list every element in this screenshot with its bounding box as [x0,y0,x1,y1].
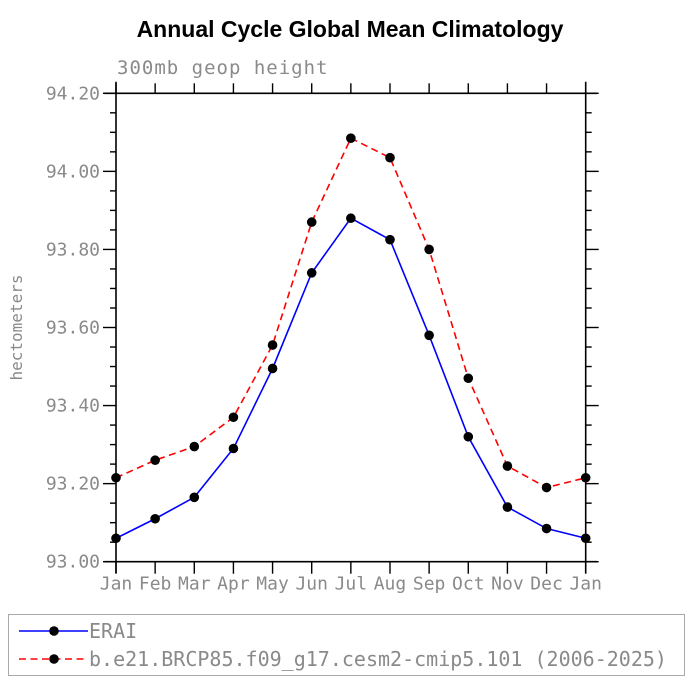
y-tick-label: 93.40 [46,396,100,417]
y-tick-label: 93.60 [46,318,100,339]
legend-line-sample-model [19,654,88,664]
y-tick-label: 93.00 [46,552,100,573]
legend-marker-icon [49,626,59,636]
data-point [346,213,356,224]
data-point [150,513,160,524]
data-point [111,472,121,483]
x-tick-label: Oct [452,574,485,595]
y-tick-label: 94.20 [46,83,100,104]
legend-marker-icon [49,654,59,664]
climatology-line-chart: Jan Feb Mar Apr May Jun Jul Aug Sep Oct Nov Dec Jan9… [7,81,602,595]
x-tick-label: Sep [413,574,446,595]
data-point [267,363,278,374]
x-tick-label: May [256,574,289,595]
data-point [580,533,591,544]
x-tick-label: Jan [569,574,602,595]
legend-line-sample-erai [19,626,88,636]
legend-item: b.e21.BRCP85.f09_g17.cesm2-cmip5.101 (20… [18,645,684,673]
series-line [115,137,586,489]
legend-label: b.e21.BRCP85.f09_g17.cesm2-cmip5.101 (20… [89,647,667,671]
data-point [306,268,317,278]
x-tick-label: Jul [335,574,368,595]
x-tick-label: Mar [178,574,211,595]
data-point [228,412,239,423]
y-tick-label: 93.20 [46,474,100,495]
legend: ERAI b.e21.BRCP85.f09_g17.cesm2-cmip5.10… [8,614,685,676]
data-point [267,340,278,350]
data-point [306,217,317,227]
x-tick-label: Aug [374,574,407,595]
data-point [189,441,200,452]
x-tick-label: Jan [100,574,133,595]
x-tick-label: Apr [217,574,250,595]
data-point [463,373,474,384]
data-point [150,455,160,466]
legend-label: ERAI [89,619,138,643]
data-point [346,133,356,143]
data-point [502,461,513,471]
chart-title: Annual Cycle Global Mean Climatology [136,16,564,42]
data-point [111,533,121,544]
data-point [228,443,239,454]
data-point [541,523,552,534]
data-point [189,492,200,503]
x-tick-label: Feb [139,574,172,595]
y-tick-label: 93.80 [46,239,100,260]
data-point [385,234,395,245]
y-tick-label: 94.00 [46,161,100,182]
x-tick-label: Jun [295,574,328,595]
data-point [502,502,513,512]
series-line [115,217,586,540]
data-point [541,482,552,493]
data-point [385,152,395,163]
x-tick-label: Dec [530,574,563,595]
x-tick-label: Nov [491,574,524,595]
legend-item: ERAI [18,617,684,645]
y-axis-label: hectometers [7,275,26,381]
data-point [580,472,591,483]
data-point [424,330,434,341]
data-point [463,431,474,442]
data-point [424,244,434,255]
chart-subtitle: 300mb geop height [117,57,329,79]
